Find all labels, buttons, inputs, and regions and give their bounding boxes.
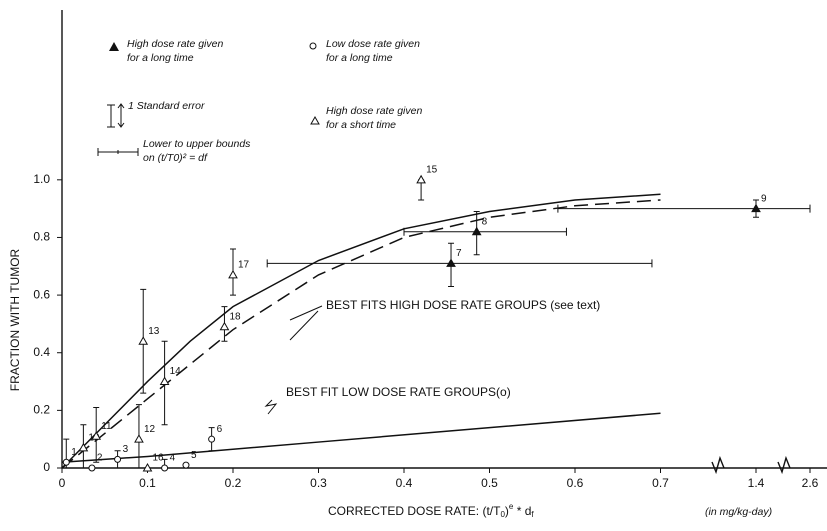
- point-label: 13: [148, 326, 160, 337]
- point: [751, 203, 761, 213]
- x-tick-label: 0.7: [652, 476, 669, 490]
- y-tick-label: 0.8: [33, 230, 50, 244]
- legend-marker: [309, 42, 317, 50]
- legend-text: Low dose rate given: [326, 38, 420, 50]
- point-label: 17: [238, 260, 250, 271]
- point: [161, 464, 169, 472]
- point: [208, 435, 216, 443]
- point-label: 12: [144, 424, 156, 435]
- annotation-arrow: [264, 305, 323, 415]
- point: [91, 431, 102, 440]
- x-tick-label: 0.4: [396, 476, 413, 490]
- legend-text: on (t/T0)² = df: [143, 152, 208, 164]
- point-label: 11: [101, 421, 112, 432]
- legend-errorbar: [107, 103, 125, 128]
- point: [78, 442, 89, 452]
- legend-text: Lower to upper bounds: [143, 138, 251, 150]
- point-label: 8: [482, 216, 488, 227]
- point: [134, 434, 144, 443]
- y-tick-label: 0: [43, 460, 50, 474]
- point-label: 9: [761, 193, 767, 204]
- legend-marker: [109, 42, 119, 51]
- point: [114, 455, 122, 463]
- legend-bounds: [97, 148, 139, 156]
- x-bounds: [403, 227, 567, 236]
- legend-text: for a long time: [127, 52, 194, 64]
- point-label: 6: [217, 424, 223, 435]
- x-axis-units: (in mg/kg-day): [705, 506, 772, 518]
- legend-text: 1 Standard error: [128, 100, 205, 112]
- x-tick-label: 0.2: [225, 476, 242, 490]
- x-bounds: [266, 259, 653, 268]
- y-axis-label: FRACTION WITH TUMOR: [8, 248, 22, 391]
- point: [159, 376, 170, 386]
- point-label: 16: [153, 453, 165, 464]
- point: [88, 464, 96, 472]
- x-tick-label: 0.6: [567, 476, 584, 490]
- point-label: 4: [170, 453, 176, 464]
- legend-text: for a long time: [326, 52, 393, 64]
- x-tick-label: 2.6: [802, 476, 819, 490]
- point-label: 14: [170, 366, 182, 377]
- point: [62, 458, 70, 466]
- point: [471, 226, 482, 236]
- point: [416, 174, 426, 184]
- point-label: 5: [191, 450, 197, 461]
- x-bounds: [557, 204, 811, 213]
- annotation: BEST FITS HIGH DOSE RATE GROUPS (see tex…: [326, 298, 600, 312]
- x-tick-label: 1.4: [748, 476, 765, 490]
- point: [182, 461, 190, 469]
- x-tick-label: 0: [59, 476, 66, 490]
- point-label: 15: [426, 164, 438, 175]
- point: [138, 336, 149, 345]
- y-tick-label: 0.2: [33, 403, 50, 417]
- fit-curve: [61, 193, 661, 469]
- point: [228, 269, 238, 279]
- y-tick-label: 0.6: [33, 287, 50, 301]
- point-label: 2: [97, 453, 103, 464]
- x-tick-label: 0.3: [310, 476, 327, 490]
- y-tick-label: 0.4: [33, 345, 50, 359]
- point-label: 3: [123, 444, 129, 455]
- legend-text: High dose rate given: [326, 105, 422, 117]
- y-tick-label: 1.0: [33, 172, 50, 186]
- x-tick-label: 0.1: [139, 476, 156, 490]
- point-label: 18: [229, 311, 241, 322]
- point: [142, 462, 153, 472]
- point-label: 1: [71, 447, 77, 458]
- legend-text: High dose rate given: [127, 38, 223, 50]
- legend-marker: [310, 115, 320, 125]
- x-axis-label: CORRECTED DOSE RATE: (t/T0)e * df: [328, 502, 534, 519]
- point: [219, 321, 230, 331]
- axes: [61, 10, 827, 469]
- fit-curve: [61, 199, 661, 469]
- x-tick-label: 0.5: [481, 476, 498, 490]
- axis-break: [711, 455, 791, 475]
- point-label: 7: [456, 248, 462, 259]
- legend-text: for a short time: [326, 119, 396, 131]
- annotation: BEST FIT LOW DOSE RATE GROUPS(o): [286, 385, 511, 399]
- point: [446, 258, 456, 267]
